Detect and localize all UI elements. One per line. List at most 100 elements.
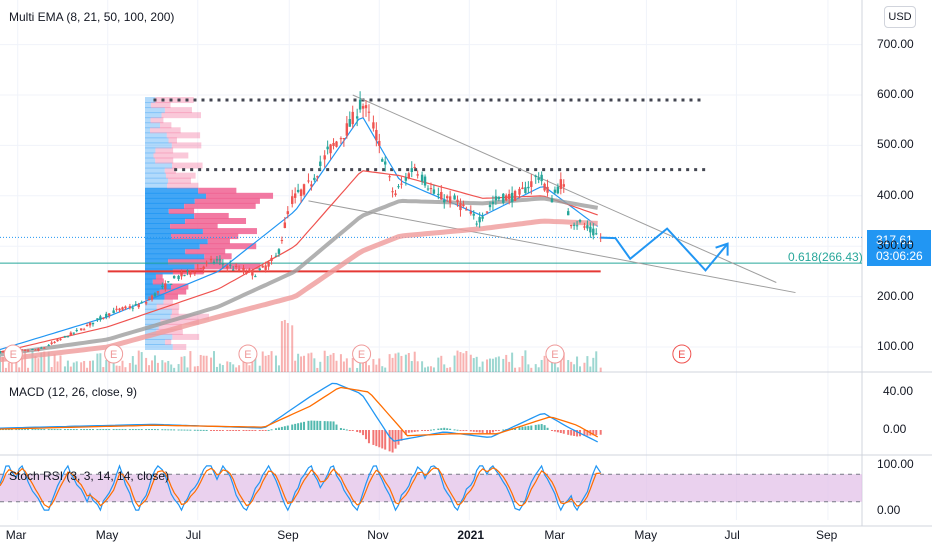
macd-histogram-bar: [183, 429, 186, 431]
volume-bar: [307, 353, 310, 372]
volume-bar: [118, 365, 121, 372]
candle-body: [420, 174, 424, 182]
candle-body: [550, 198, 554, 203]
macd-pane-title[interactable]: MACD (12, 26, close, 9): [9, 385, 138, 399]
macd-histogram-bar: [316, 420, 319, 430]
volume-profile-down: [164, 167, 176, 174]
volume-bar: [128, 363, 131, 372]
macd-histogram-bar: [491, 430, 494, 433]
earnings-marker: [104, 344, 124, 364]
volume-bar: [534, 364, 537, 372]
volume-profile-up: [145, 313, 171, 320]
volume-profile-down: [172, 333, 200, 340]
volume-bar: [449, 367, 452, 372]
earnings-marker: [238, 344, 258, 364]
volume-bar: [576, 356, 579, 372]
price-candles: [0, 91, 602, 354]
macd-histogram-bar: [543, 425, 546, 430]
candle-body: [513, 191, 517, 201]
volume-bar: [488, 358, 491, 372]
candle-body: [202, 266, 205, 270]
volume-profile-down: [170, 223, 218, 230]
candle-body: [0, 350, 2, 354]
volume-bar: [579, 366, 582, 372]
volume-bar: [440, 355, 443, 372]
macd-histogram-bar: [37, 429, 40, 431]
volume-bar: [599, 367, 602, 372]
candle-body: [432, 189, 436, 194]
candle-body: [595, 233, 598, 235]
candle-body: [91, 322, 95, 325]
macd-histogram-bar: [170, 429, 173, 431]
volume-bar: [437, 357, 440, 372]
volume-bar: [131, 356, 134, 372]
candle-body: [196, 268, 199, 270]
macd-histogram-bar: [599, 430, 602, 435]
volume-bar: [543, 355, 546, 372]
macd-histogram-bar: [410, 430, 413, 433]
volume-bar: [546, 356, 549, 372]
candle-body: [105, 313, 108, 318]
volume-profile-up: [145, 182, 168, 189]
currency-button[interactable]: USD: [884, 6, 916, 28]
volume-profile-up: [145, 142, 172, 149]
macd-histogram-bar: [345, 429, 348, 431]
candle-body: [96, 318, 99, 320]
macd-histogram-bar: [449, 428, 452, 430]
candle-body: [23, 349, 27, 351]
volume-bar: [394, 353, 397, 372]
macd-histogram-bar: [527, 425, 530, 430]
volume-bar: [193, 366, 196, 372]
candle-body: [270, 257, 273, 261]
volume-bar: [342, 361, 345, 372]
macd-histogram-bar: [193, 429, 196, 431]
volume-bar: [27, 367, 30, 372]
volume-bar: [153, 355, 156, 372]
projection-arrowhead: [715, 242, 729, 256]
macd-histogram-bar: [378, 430, 381, 448]
volume-bar: [202, 355, 205, 372]
macd-histogram-bar: [459, 430, 462, 431]
volume-bar: [323, 350, 326, 372]
candle-body: [221, 263, 225, 265]
stoch-pane-title[interactable]: Stoch RSI (3, 3, 14, 14, close): [9, 469, 170, 483]
candle-body: [448, 196, 452, 203]
candle-body: [20, 349, 24, 351]
volume-profile-down: [150, 127, 181, 134]
volume-profile-down: [164, 107, 192, 114]
volume-bar: [326, 356, 329, 372]
price-pane-title[interactable]: Multi EMA (8, 21, 50, 100, 200): [9, 10, 175, 24]
volume-profile-up: [145, 197, 195, 204]
candle-body: [150, 295, 154, 300]
volume-bar: [283, 319, 286, 372]
volume-bar: [427, 366, 429, 372]
volume-profile-up: [145, 338, 166, 345]
macd-histogram-bar: [429, 429, 432, 431]
volume-bar: [75, 361, 78, 372]
candle-body: [31, 348, 34, 350]
volume-bar: [24, 351, 27, 372]
macd-histogram-bar: [326, 421, 329, 430]
volume-profile-up: [145, 212, 195, 219]
wedge-trendlines[interactable]: [308, 94, 796, 294]
volume-profile-up: [145, 177, 169, 184]
projection-path[interactable]: [600, 227, 729, 272]
macd-histogram-bar: [562, 430, 565, 434]
volume-profile-down: [166, 132, 201, 139]
volume-bar: [96, 353, 99, 372]
macd-histogram-bar: [218, 430, 221, 431]
volume-bar: [391, 357, 394, 372]
candle-body: [388, 176, 391, 178]
candle-body: [215, 259, 219, 261]
candle-body: [291, 196, 294, 204]
volume-profile-up: [145, 328, 157, 335]
volume-bar: [475, 356, 478, 372]
macd-histogram-bar: [404, 430, 407, 435]
volume-bar: [186, 367, 189, 372]
volume-bar: [556, 367, 559, 372]
macd-histogram-bar: [518, 427, 521, 430]
macd-histogram-bar: [131, 429, 134, 431]
candle-body: [569, 225, 573, 227]
